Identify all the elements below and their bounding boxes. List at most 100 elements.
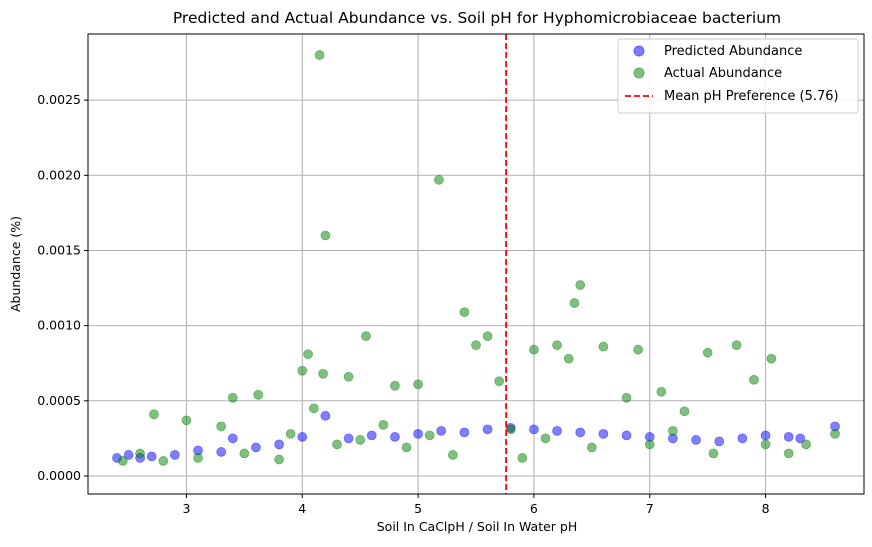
data-point bbox=[621, 392, 632, 403]
legend-actual-label: Actual Abundance bbox=[664, 66, 782, 81]
data-point bbox=[239, 448, 250, 459]
data-point bbox=[830, 428, 840, 439]
data-point bbox=[783, 448, 794, 459]
data-point bbox=[598, 428, 609, 439]
data-point bbox=[355, 434, 366, 445]
data-point bbox=[760, 430, 771, 441]
data-point bbox=[401, 442, 412, 453]
data-point bbox=[766, 353, 777, 364]
chart-title: Predicted and Actual Abundance vs. Soil … bbox=[173, 9, 781, 27]
data-point bbox=[586, 442, 597, 453]
data-point bbox=[482, 331, 493, 342]
data-point bbox=[783, 431, 794, 442]
legend-predicted-marker bbox=[633, 45, 645, 57]
data-point bbox=[459, 307, 470, 318]
legend: Predicted Abundance Actual Abundance Mea… bbox=[617, 38, 859, 114]
data-point bbox=[117, 456, 128, 466]
x-tick-label: 4 bbox=[298, 501, 306, 516]
data-point bbox=[667, 425, 678, 436]
data-point bbox=[135, 448, 146, 459]
data-point bbox=[146, 451, 157, 462]
x-tick-label: 5 bbox=[414, 501, 422, 516]
y-tick-label: 0.0025 bbox=[37, 92, 81, 107]
data-point bbox=[303, 349, 313, 360]
data-point bbox=[390, 431, 400, 442]
data-point bbox=[413, 428, 423, 439]
data-point bbox=[285, 428, 296, 439]
data-points bbox=[112, 50, 840, 466]
plot-frame bbox=[87, 33, 865, 495]
data-point bbox=[274, 454, 285, 465]
data-point bbox=[459, 427, 470, 438]
data-point bbox=[366, 430, 377, 441]
data-point bbox=[413, 379, 423, 390]
data-point bbox=[517, 453, 528, 463]
data-point bbox=[308, 403, 319, 414]
data-point bbox=[253, 389, 264, 400]
x-tick-label: 6 bbox=[530, 501, 538, 516]
y-tick-label: 0.0015 bbox=[37, 242, 81, 257]
data-point bbox=[378, 419, 389, 430]
y-tick-label: 0.0010 bbox=[37, 318, 81, 333]
data-point bbox=[621, 430, 632, 441]
data-point bbox=[390, 380, 400, 391]
data-point bbox=[158, 456, 169, 466]
data-point bbox=[227, 433, 238, 444]
data-point bbox=[563, 353, 574, 364]
data-point bbox=[656, 386, 667, 397]
data-point bbox=[434, 174, 444, 185]
data-point bbox=[149, 409, 159, 420]
data-point bbox=[505, 424, 516, 435]
data-point bbox=[708, 448, 719, 459]
legend-actual-marker bbox=[633, 67, 645, 79]
y-axis-label: Abundance (%) bbox=[8, 216, 23, 312]
data-point bbox=[251, 442, 261, 453]
data-point bbox=[749, 374, 759, 385]
y-tick-label: 0.0005 bbox=[37, 393, 81, 408]
data-point bbox=[702, 347, 713, 358]
data-point bbox=[424, 430, 435, 441]
data-point bbox=[801, 439, 811, 450]
data-point bbox=[227, 392, 238, 403]
data-point bbox=[540, 433, 551, 444]
data-point bbox=[320, 230, 331, 241]
data-point bbox=[320, 410, 331, 421]
data-point bbox=[569, 298, 580, 308]
data-point bbox=[494, 376, 505, 387]
data-point bbox=[297, 365, 308, 376]
axis-ticks: 3 4 5 6 7 8 0.0000 0.0005 0.0010 0.0015 0.0020 0.00… bbox=[37, 92, 769, 516]
data-point bbox=[552, 425, 562, 436]
data-point bbox=[731, 340, 742, 351]
data-point bbox=[552, 340, 562, 351]
x-tick-label: 8 bbox=[762, 501, 770, 516]
legend-box bbox=[617, 38, 859, 114]
data-point bbox=[529, 344, 539, 355]
data-point bbox=[575, 427, 586, 438]
series-actual-abundance bbox=[117, 50, 840, 466]
y-tick-label: 0.0000 bbox=[37, 468, 81, 483]
data-point bbox=[314, 50, 325, 60]
y-tick-label: 0.0020 bbox=[37, 167, 81, 182]
data-point bbox=[361, 331, 371, 342]
data-point bbox=[714, 436, 725, 447]
data-point bbox=[575, 280, 586, 290]
data-point bbox=[691, 434, 701, 445]
data-point bbox=[169, 450, 180, 460]
data-point bbox=[795, 433, 806, 444]
data-point bbox=[679, 406, 690, 417]
legend-predicted-label: Predicted Abundance bbox=[664, 44, 802, 59]
data-point bbox=[737, 433, 748, 444]
data-point bbox=[598, 341, 609, 352]
x-tick-label: 3 bbox=[182, 501, 190, 516]
legend-mean-label: Mean pH Preference (5.76) bbox=[664, 89, 839, 104]
x-tick-label: 7 bbox=[646, 501, 654, 516]
data-point bbox=[436, 425, 447, 436]
data-point bbox=[318, 368, 329, 379]
data-point bbox=[216, 421, 227, 432]
data-point bbox=[297, 431, 308, 442]
data-point bbox=[181, 415, 192, 426]
data-point bbox=[343, 433, 354, 444]
data-point bbox=[482, 424, 493, 435]
data-point bbox=[447, 450, 458, 460]
